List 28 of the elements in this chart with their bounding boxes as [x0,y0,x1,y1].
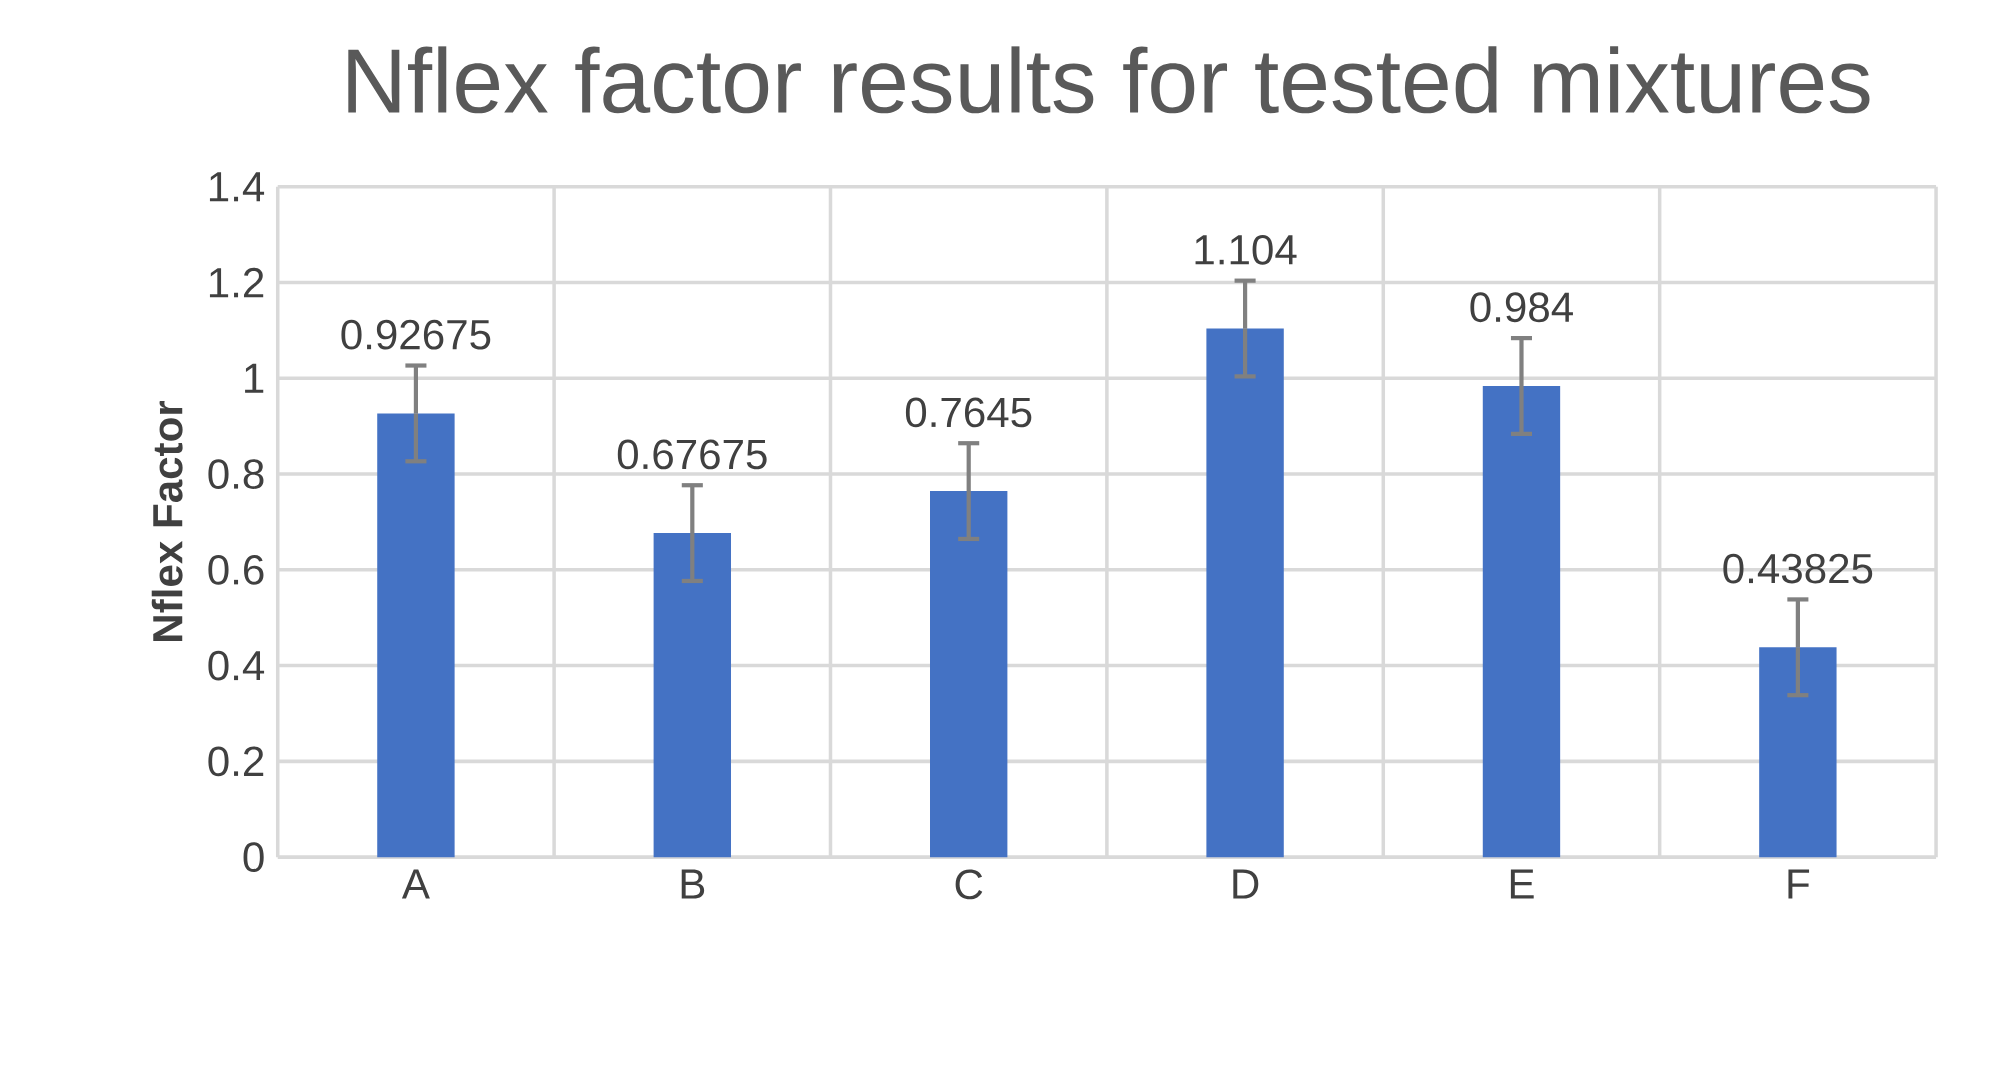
x-tick-label: E [1510,869,1534,899]
bar [377,413,455,858]
y-tick-label: 0.8 [208,459,264,490]
y-tick-label: 1 [245,363,264,393]
y-tick-label: 1.2 [209,267,264,298]
bar [930,491,1008,858]
data-label: 0.43825 [1723,553,1873,584]
y-tick-label: 0.6 [208,555,264,585]
y-tick-label: 0 [243,842,264,873]
y-axis-title: Nflex Factor [151,400,183,641]
data-label: 0.7645 [905,397,1032,428]
x-tick-label: C [955,869,983,900]
data-label: 0.92675 [341,319,491,350]
y-tick-label: 1.4 [209,172,265,202]
data-label: 0.984 [1470,292,1573,323]
bar [1482,386,1561,858]
bar [653,533,732,858]
bar [1206,328,1284,858]
x-tick-label: D [1233,869,1259,899]
data-label: 0.67675 [617,439,767,470]
bar [1759,647,1837,858]
x-tick-label: A [401,869,430,899]
y-tick-label: 0.2 [208,746,264,777]
x-tick-label: F [1788,869,1810,899]
chart-title: Nflex factor results for tested mixtures [348,46,1870,114]
x-tick-label: B [681,869,705,899]
data-label: 1.104 [1195,234,1297,265]
y-tick-label: 0.4 [208,650,265,681]
